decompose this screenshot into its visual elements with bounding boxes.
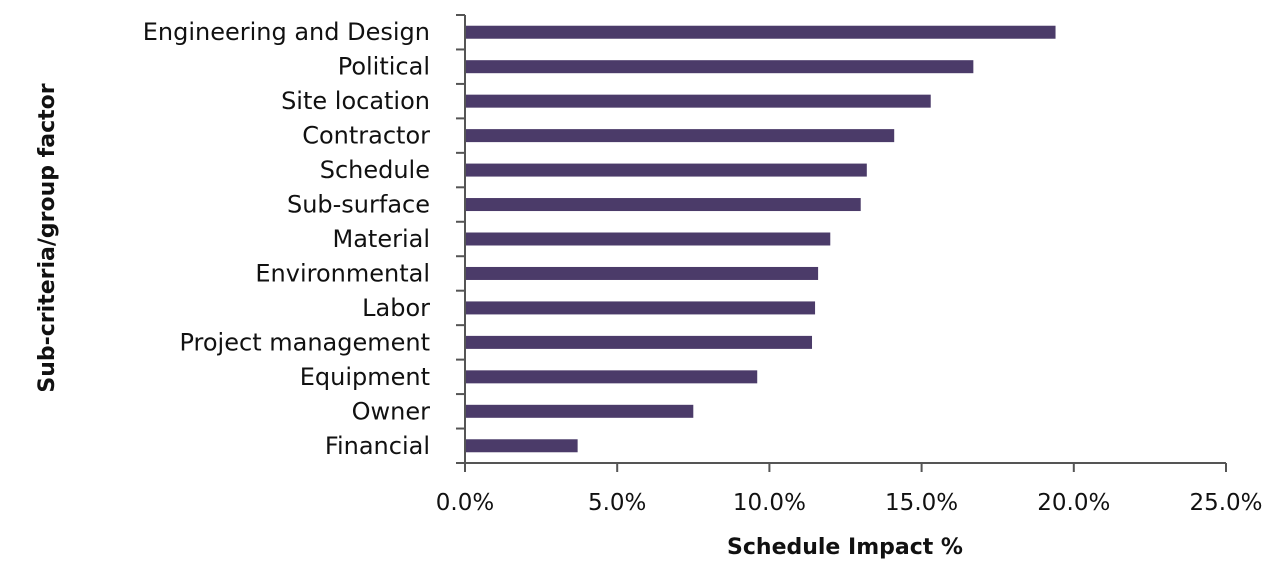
labels-layer: Engineering and Design Political Site loca… <box>143 18 1263 516</box>
bar <box>465 335 813 349</box>
category-label: Political <box>338 53 430 81</box>
y-axis-title: Sub-criteria/group factor <box>35 83 60 392</box>
category-label: Schedule <box>320 156 430 184</box>
x-tick-label: 10.0% <box>733 490 806 516</box>
bar <box>465 25 1056 39</box>
x-tick-label: 5.0% <box>588 490 646 516</box>
category-label: Sub-surface <box>287 191 430 219</box>
bar <box>465 60 974 74</box>
bar <box>465 370 758 384</box>
category-label: Equipment <box>300 363 430 391</box>
category-label: Contractor <box>302 122 430 150</box>
category-label: Project management <box>179 328 430 356</box>
category-label: Material <box>333 225 431 253</box>
category-label: Environmental <box>255 259 430 287</box>
x-tick-label: 0.0% <box>436 490 494 516</box>
x-tick-label: 25.0% <box>1189 490 1262 516</box>
bar <box>465 266 819 280</box>
bars-layer <box>465 25 1056 453</box>
category-label: Financial <box>325 432 430 460</box>
ticks-layer <box>456 14 1227 472</box>
bar <box>465 198 861 212</box>
category-label: Owner <box>352 397 430 425</box>
bar <box>465 301 816 315</box>
category-label: Site location <box>281 87 430 115</box>
x-tick-label: 20.0% <box>1037 490 1110 516</box>
bar <box>465 232 831 246</box>
bar <box>465 404 694 418</box>
bar <box>465 163 867 177</box>
x-axis-title: Schedule Impact % <box>727 535 963 560</box>
x-tick-label: 15.0% <box>885 490 958 516</box>
bar <box>465 94 931 108</box>
category-label: Engineering and Design <box>143 18 430 46</box>
axes-layer <box>464 15 1226 464</box>
category-label: Labor <box>362 294 430 322</box>
bar <box>465 439 578 453</box>
bar <box>465 129 895 143</box>
